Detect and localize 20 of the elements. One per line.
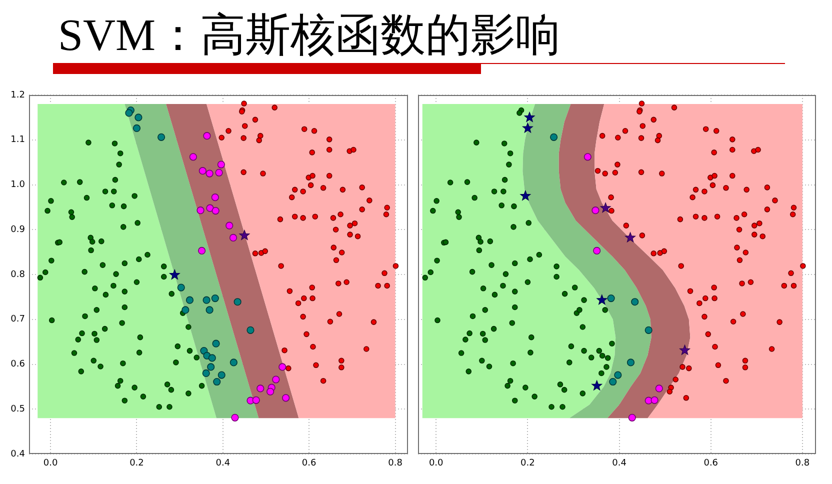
y-tick-label: 0.6 xyxy=(10,360,26,370)
x-tick-label: 0.0 xyxy=(428,458,444,469)
x-tick-label: 0.8 xyxy=(388,458,403,469)
x-tick-label: 0.8 xyxy=(795,458,810,469)
x-tick-label: 0.2 xyxy=(130,458,144,469)
x-tick-label: 0.0 xyxy=(43,458,58,469)
x-tick-label: 0.6 xyxy=(302,458,317,469)
y-tick-label: 0.8 xyxy=(10,270,26,280)
y-tick-label: 0.7 xyxy=(10,314,25,325)
chart-title: SVM：高斯核函数的影响 xyxy=(58,9,561,61)
x-tick-label: 0.6 xyxy=(704,458,718,469)
y-tick-label: 1.2 xyxy=(10,90,25,100)
y-tick-label: 0.5 xyxy=(10,404,25,414)
x-tick-label: 0.4 xyxy=(216,458,230,469)
y-tick-label: 0.4 xyxy=(10,449,26,460)
x-tick-label: 0.2 xyxy=(520,458,535,469)
y-tick-label: 1.1 xyxy=(10,135,25,146)
y-tick-label: 0.9 xyxy=(10,224,26,235)
y-tick-label: 1.0 xyxy=(10,180,26,190)
x-tick-label: 0.4 xyxy=(612,458,627,469)
